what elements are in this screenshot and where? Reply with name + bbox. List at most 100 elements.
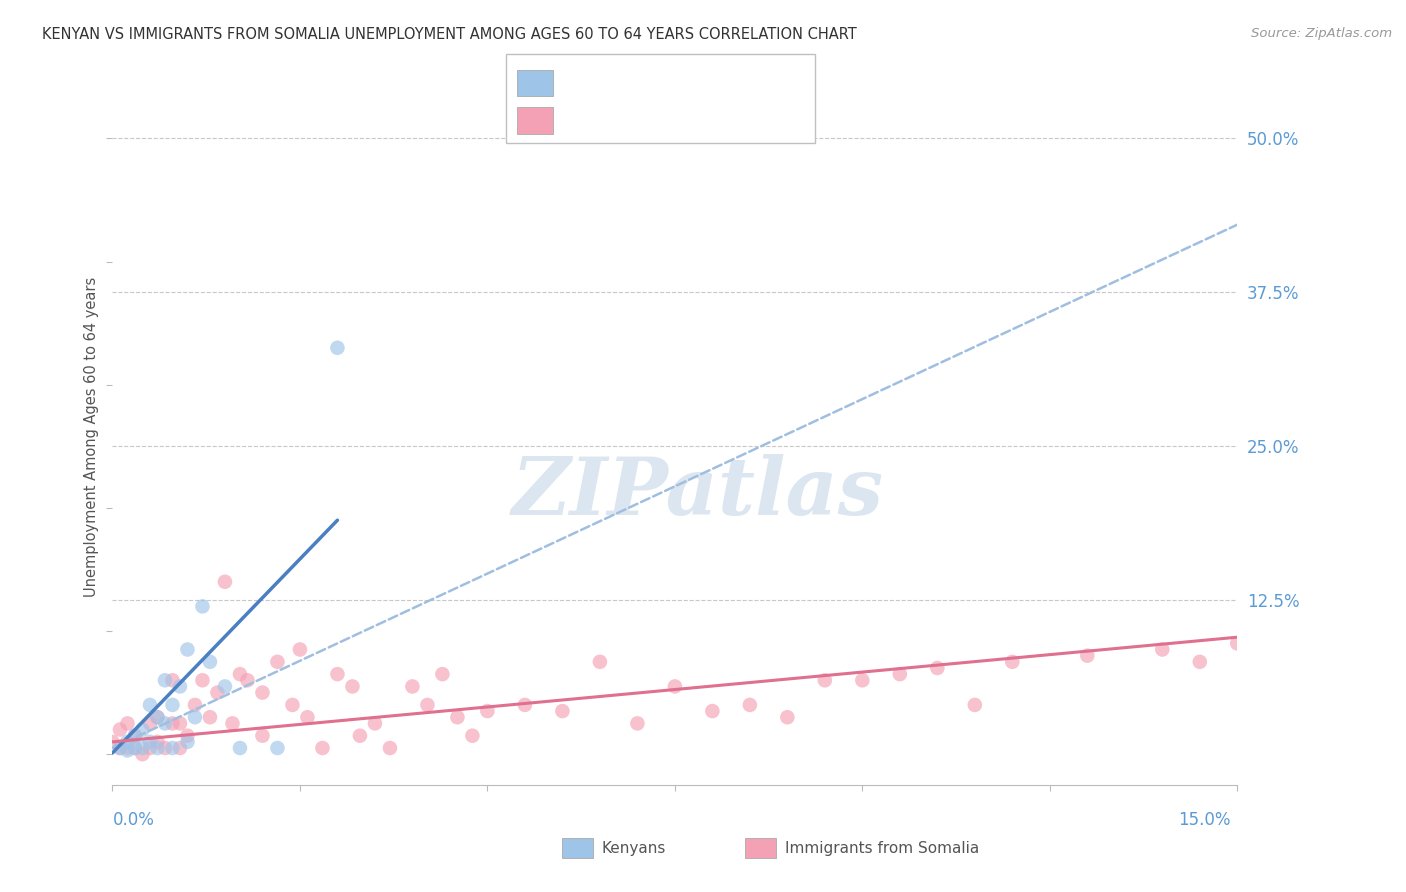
Point: [214, 680, 236, 694]
Point: [153, 716, 176, 731]
Point: [446, 710, 468, 724]
Point: [117, 716, 139, 731]
Point: [1076, 648, 1098, 663]
Text: KENYAN VS IMMIGRANTS FROM SOMALIA UNEMPLOYMENT AMONG AGES 60 TO 64 YEARS CORRELA: KENYAN VS IMMIGRANTS FROM SOMALIA UNEMPL…: [42, 27, 856, 42]
Point: [963, 698, 986, 712]
Point: [221, 716, 243, 731]
Point: [229, 667, 252, 681]
Point: [416, 698, 439, 712]
Point: [236, 673, 259, 688]
Point: [184, 698, 207, 712]
Point: [229, 741, 252, 756]
Point: [551, 704, 574, 718]
Point: [176, 642, 198, 657]
Point: [101, 735, 124, 749]
Point: [169, 680, 191, 694]
Point: [364, 716, 387, 731]
Point: [162, 716, 184, 731]
Point: [252, 685, 274, 699]
Point: [342, 680, 364, 694]
Text: 0.410: 0.410: [596, 76, 647, 90]
Point: [108, 741, 131, 756]
Point: [477, 704, 499, 718]
Point: [311, 741, 333, 756]
Text: N =: N =: [661, 76, 697, 90]
Point: [326, 667, 349, 681]
Point: [326, 341, 349, 355]
Point: [513, 698, 536, 712]
Point: [1001, 655, 1024, 669]
Point: [124, 741, 146, 756]
Point: [349, 729, 371, 743]
Point: [281, 698, 304, 712]
Text: ZIPatlas: ZIPatlas: [512, 454, 883, 532]
Point: [378, 741, 401, 756]
Point: [198, 710, 221, 724]
Point: [117, 743, 139, 757]
Text: N =: N =: [661, 113, 697, 128]
Point: [702, 704, 724, 718]
Point: [1152, 642, 1174, 657]
Point: [176, 729, 198, 743]
Point: [626, 716, 648, 731]
Point: [401, 680, 423, 694]
Text: Immigrants from Somalia: Immigrants from Somalia: [785, 841, 979, 855]
Text: Source: ZipAtlas.com: Source: ZipAtlas.com: [1251, 27, 1392, 40]
Point: [266, 741, 288, 756]
Point: [927, 661, 949, 675]
Point: [169, 716, 191, 731]
Point: [1226, 636, 1249, 650]
Point: [124, 741, 146, 756]
Point: [117, 735, 139, 749]
Text: R =: R =: [565, 76, 600, 90]
Point: [214, 574, 236, 589]
Point: [738, 698, 761, 712]
Point: [461, 729, 484, 743]
Text: 15.0%: 15.0%: [1178, 811, 1230, 829]
Point: [108, 741, 131, 756]
Text: R =: R =: [565, 113, 600, 128]
Point: [297, 710, 319, 724]
Point: [131, 723, 153, 737]
Point: [207, 685, 229, 699]
Point: [432, 667, 454, 681]
Point: [266, 655, 288, 669]
Point: [589, 655, 612, 669]
Point: [139, 735, 162, 749]
Point: [108, 723, 131, 737]
Point: [131, 747, 153, 761]
Point: [1188, 655, 1211, 669]
Point: [153, 741, 176, 756]
Point: [146, 710, 169, 724]
Point: [124, 729, 146, 743]
Point: [124, 729, 146, 743]
Point: [162, 698, 184, 712]
Point: [162, 673, 184, 688]
Point: [191, 673, 214, 688]
Point: [198, 655, 221, 669]
Point: [288, 642, 311, 657]
Point: [176, 735, 198, 749]
Point: [139, 716, 162, 731]
Text: 0.166: 0.166: [596, 113, 647, 128]
Point: [184, 710, 207, 724]
Point: [169, 741, 191, 756]
Point: [191, 599, 214, 614]
Point: [252, 729, 274, 743]
Text: 0.0%: 0.0%: [112, 811, 155, 829]
Y-axis label: Unemployment Among Ages 60 to 64 years: Unemployment Among Ages 60 to 64 years: [83, 277, 98, 598]
Point: [131, 741, 153, 756]
Text: 62: 62: [692, 113, 714, 128]
Point: [776, 710, 799, 724]
Point: [146, 735, 169, 749]
Point: [162, 741, 184, 756]
Point: [139, 741, 162, 756]
Point: [139, 698, 162, 712]
Point: [117, 741, 139, 756]
Text: 25: 25: [692, 76, 714, 90]
Point: [851, 673, 873, 688]
Point: [146, 710, 169, 724]
Point: [664, 680, 686, 694]
Point: [889, 667, 911, 681]
Point: [153, 673, 176, 688]
